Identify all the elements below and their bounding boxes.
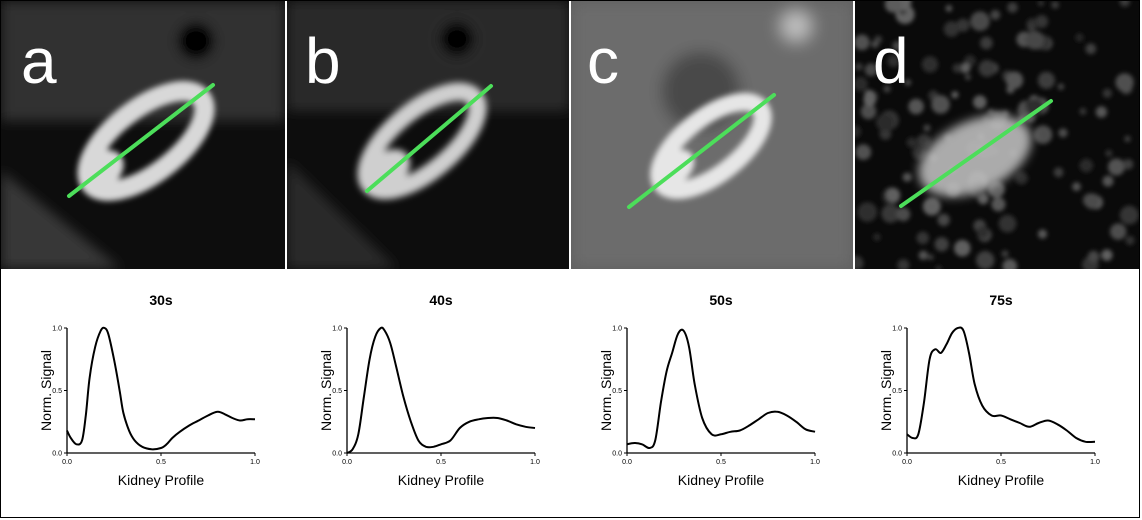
panel-letter: c: [587, 25, 619, 97]
y-axis-label: Norm. Signal: [598, 350, 614, 431]
y-axis-label: Norm. Signal: [318, 350, 334, 431]
y-tick-label: 0.5: [892, 388, 902, 395]
image-panel-d: d: [855, 1, 1139, 269]
panel-letter: b: [305, 25, 341, 97]
y-axis-label: Norm. Signal: [878, 350, 894, 431]
image-panel-c: c: [571, 1, 853, 269]
signal-series-line: [906, 326, 1096, 444]
signal-series-line: [346, 326, 536, 454]
kidney-image-b: [287, 1, 569, 269]
kidney-image-a: [1, 1, 285, 269]
y-tick-label: 0.0: [892, 451, 902, 458]
signal-series-line: [66, 326, 256, 451]
y-tick-label: 1.0: [52, 326, 62, 333]
x-tick-label: 0.5: [156, 459, 166, 466]
chart-title: 40s: [429, 292, 453, 308]
y-tick-label: 1.0: [332, 326, 342, 333]
x-tick-label: 0.5: [436, 459, 446, 466]
profile-line: [365, 84, 493, 193]
x-tick-label: 0.0: [342, 459, 352, 466]
plot-30s: 30s 0.0 0.5 1.0 0.0 0.5 1.0 Kidney Profile Norm.…: [11, 271, 281, 501]
y-tick-label: 0.5: [52, 388, 62, 395]
y-tick-label: 0.0: [612, 451, 622, 458]
x-tick-label: 1.0: [1090, 459, 1100, 466]
chart-title: 50s: [709, 292, 733, 308]
y-tick-label: 0.5: [612, 388, 622, 395]
plot-75s: 75s 0.0 0.5 1.0 0.0 0.5 1.0 Kidney Profile Norm.…: [851, 271, 1121, 501]
y-tick-label: 0.0: [332, 451, 342, 458]
plot-50s: 50s 0.0 0.5 1.0 0.0 0.5 1.0 Kidney Profile Norm.…: [571, 271, 841, 501]
y-axis-label: Norm. Signal: [38, 350, 54, 431]
chart-title: 30s: [149, 292, 173, 308]
x-tick-label: 0.5: [996, 459, 1006, 466]
y-tick-label: 1.0: [892, 326, 902, 333]
chart-title: 75s: [989, 292, 1013, 308]
profile-line: [627, 93, 776, 209]
panel-letter: d: [873, 25, 909, 97]
kidney-image-d: [855, 1, 1139, 269]
profile-line: [67, 83, 215, 198]
image-panel-a: a: [1, 1, 285, 269]
x-axis-label: Kidney Profile: [398, 472, 485, 488]
x-axis-label: Kidney Profile: [958, 472, 1045, 488]
plot-40s: 40s 0.0 0.5 1.0 0.0 0.5 1.0 Kidney Profile Norm.…: [291, 271, 561, 501]
x-tick-label: 0.5: [716, 459, 726, 466]
y-tick-label: 0.5: [332, 388, 342, 395]
signal-series-line: [626, 328, 816, 450]
x-axis-label: Kidney Profile: [118, 472, 205, 488]
x-tick-label: 1.0: [810, 459, 820, 466]
profile-line: [899, 99, 1053, 208]
panel-letter: a: [21, 25, 57, 97]
image-panel-b: b: [287, 1, 569, 269]
x-tick-label: 1.0: [250, 459, 260, 466]
y-tick-label: 1.0: [612, 326, 622, 333]
kidney-image-c: [571, 1, 853, 269]
y-tick-label: 0.0: [52, 451, 62, 458]
x-tick-label: 0.0: [62, 459, 72, 466]
x-tick-label: 1.0: [530, 459, 540, 466]
x-axis-label: Kidney Profile: [678, 472, 765, 488]
x-tick-label: 0.0: [622, 459, 632, 466]
x-tick-label: 0.0: [902, 459, 912, 466]
